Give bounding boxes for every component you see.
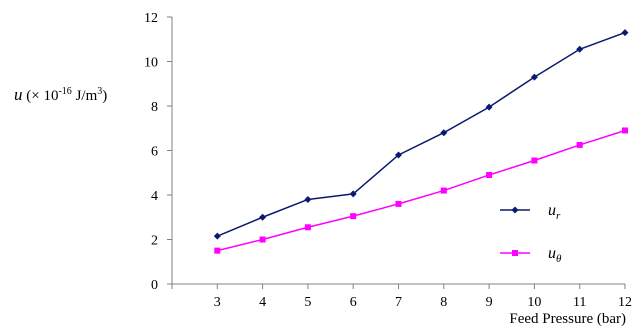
data-point	[486, 171, 493, 178]
x-tick-label: 3	[214, 295, 221, 310]
x-tick-label: 7	[395, 295, 402, 310]
x-tick-label: 5	[304, 295, 311, 310]
series-line	[217, 129, 626, 252]
series-line	[217, 31, 626, 237]
data-point	[395, 151, 402, 159]
data-point	[214, 247, 221, 254]
y-tick-label: 10	[144, 56, 158, 71]
legend-swatch-marker	[512, 250, 518, 256]
data-point	[304, 195, 312, 203]
series-layer	[213, 29, 629, 254]
data-point	[349, 190, 357, 198]
svg-text:u (× 10-16 J/m3): u (× 10-16 J/m3)	[14, 85, 107, 104]
data-point	[576, 45, 584, 53]
legend: ur uθ	[500, 202, 562, 265]
data-point	[259, 236, 266, 243]
y-axis-suffix: )	[102, 88, 107, 104]
y-axis-exponent: -16	[58, 86, 71, 97]
legend-item: uθ	[500, 245, 562, 265]
data-point	[530, 73, 538, 81]
data-point	[350, 213, 357, 220]
y-tick-label: 0	[151, 278, 158, 293]
data-point	[259, 213, 267, 221]
y-tick-label: 12	[144, 11, 158, 26]
data-point	[213, 232, 221, 240]
data-point	[622, 127, 628, 134]
y-axis-symbol: u	[14, 85, 23, 104]
data-point	[576, 141, 583, 148]
legend-swatch-marker	[511, 206, 519, 214]
y-axis-unit-exponent: 3	[97, 86, 102, 97]
x-tick-label: 11	[573, 295, 586, 310]
data-point	[621, 29, 629, 37]
x-tick-label: 4	[259, 295, 266, 310]
data-point	[440, 187, 447, 194]
data-point	[531, 157, 538, 164]
data-point	[395, 200, 402, 207]
y-axis-ticks: 0 2 4 6 8 10 12	[144, 11, 172, 293]
y-axis-prefix: (× 10	[23, 88, 59, 104]
y-axis-title: u (× 10-16 J/m3)	[14, 85, 107, 104]
y-tick-label: 6	[151, 145, 158, 160]
x-tick-label: 8	[440, 295, 447, 310]
y-axis-unit: J/m	[72, 88, 98, 104]
data-point	[304, 224, 311, 231]
x-axis-title: Feed Pressure (bar)	[509, 311, 626, 327]
x-axis-ticks: 3 4 5 6 7 8 9 10 11 12	[171, 284, 632, 310]
x-tick-label: 10	[527, 295, 541, 310]
data-point	[440, 129, 448, 137]
legend-label: ur	[548, 202, 561, 222]
y-tick-label: 2	[151, 234, 158, 249]
y-tick-label: 4	[151, 189, 158, 204]
series-u-r	[213, 29, 629, 240]
legend-label: uθ	[548, 245, 562, 265]
x-tick-label: 6	[350, 295, 357, 310]
y-tick-label: 8	[151, 100, 158, 115]
data-point	[485, 103, 493, 111]
x-tick-label: 9	[486, 295, 493, 310]
x-tick-label: 12	[618, 295, 632, 310]
legend-item: ur	[500, 202, 561, 222]
series-u-theta	[214, 127, 628, 254]
